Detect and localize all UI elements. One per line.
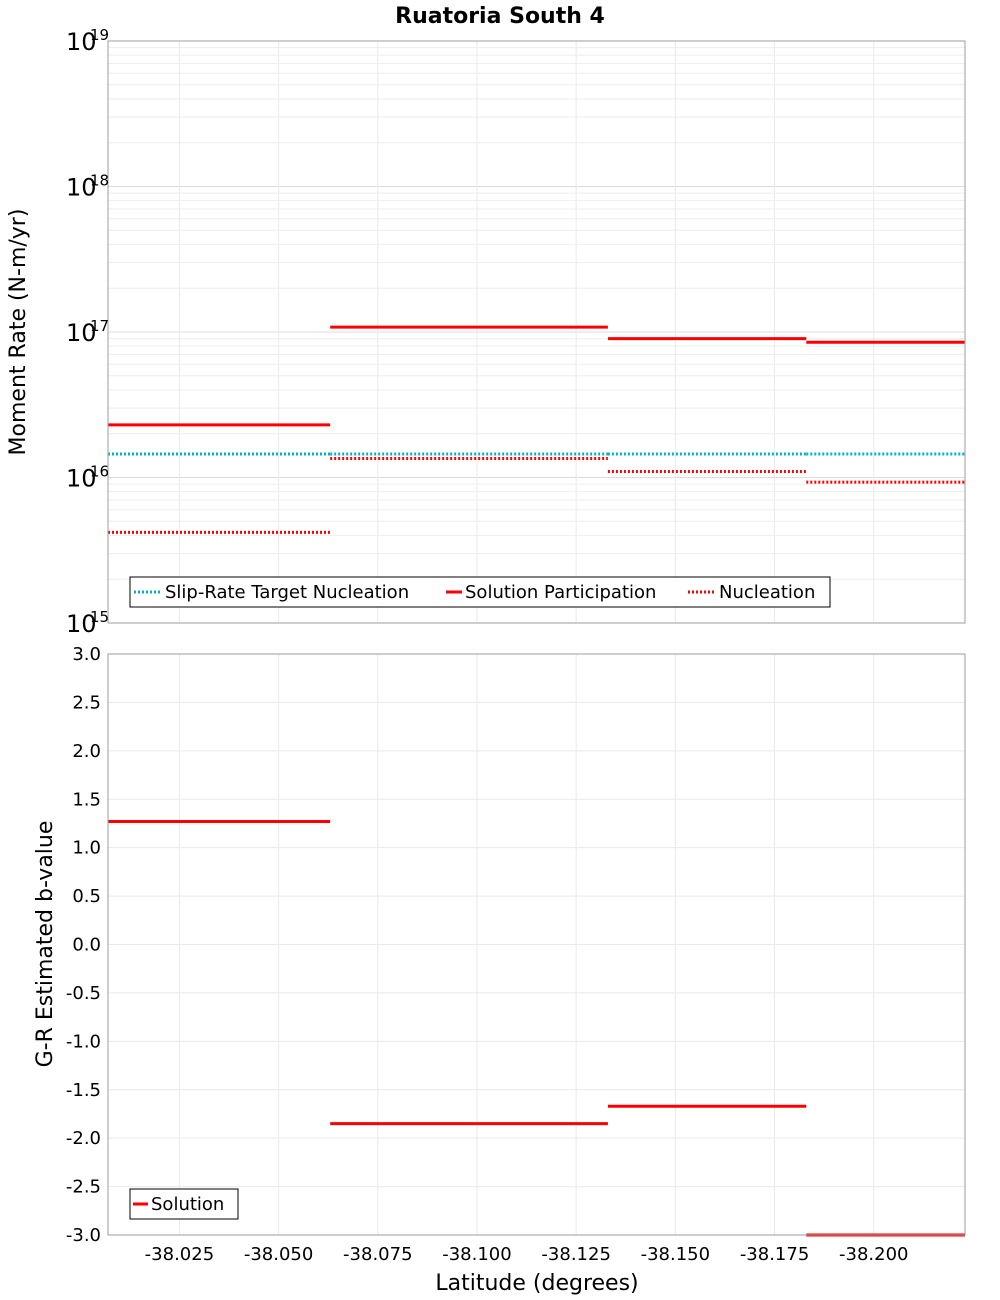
b-value-plot-border	[107, 653, 966, 1236]
y-tick-exponent: 18	[90, 172, 109, 190]
x-tick-label: -38.050	[244, 1244, 313, 1265]
b-value-panel: 3.0 2.5 2.0 1.5 1.0 0.5 0.0 -0.5 -1.0 -1.5 -2.0 -2.…	[33, 644, 966, 1246]
b-value-y-ticks: 3.0 2.5 2.0 1.5 1.0 0.5 0.0 -0.5 -1.0 -1.5 -2.0 -2.…	[66, 644, 101, 1246]
x-tick-label: -38.125	[541, 1244, 610, 1265]
y-tick-label: 2.5	[72, 692, 101, 713]
legend-label-nucleation: Nucleation	[719, 582, 815, 603]
moment-rate-legend: Slip-Rate Target Nucleation Solution Par…	[129, 576, 831, 608]
y-tick-label: 10	[66, 174, 97, 202]
y-tick-label: 10	[66, 465, 97, 493]
y-tick-label: 0.5	[72, 886, 101, 907]
legend-label-solution: Solution	[151, 1194, 224, 1215]
y-tick-label: -0.5	[66, 983, 101, 1004]
y-tick-label: 10	[66, 28, 97, 56]
legend-label-slip-rate-target: Slip-Rate Target Nucleation	[165, 582, 409, 603]
y-tick-label: 10	[66, 610, 97, 638]
y-tick-label: 1.5	[72, 789, 101, 810]
y-tick-label: -1.5	[66, 1080, 101, 1101]
y-tick-exponent: 15	[90, 608, 109, 626]
b-value-y-axis-label: G-R Estimated b-value	[33, 821, 58, 1068]
y-tick-label: -2.5	[66, 1177, 101, 1198]
y-tick-label: -1.0	[66, 1031, 101, 1052]
b-value-legend: Solution	[129, 1188, 239, 1220]
y-tick-label: -2.0	[66, 1128, 101, 1149]
y-tick-label: 2.0	[72, 741, 101, 762]
legend-label-solution-participation: Solution Participation	[465, 582, 656, 603]
b-value-grid	[108, 653, 965, 1236]
y-tick-label: 1.0	[72, 838, 101, 859]
y-tick-label: -3.0	[66, 1225, 101, 1246]
x-axis-label: Latitude (degrees)	[435, 1271, 638, 1296]
x-tick-label: -38.100	[442, 1244, 511, 1265]
y-tick-exponent: 17	[90, 317, 109, 335]
y-tick-label: 10	[66, 319, 97, 347]
moment-rate-y-axis-label: Moment Rate (N-m/yr)	[6, 209, 31, 456]
y-tick-label: 3.0	[72, 644, 101, 665]
moment-rate-grid	[108, 40, 965, 624]
x-tick-label: -38.075	[343, 1244, 412, 1265]
y-tick-exponent: 16	[90, 463, 109, 481]
x-tick-label: -38.175	[740, 1244, 809, 1265]
x-tick-label: -38.200	[839, 1244, 908, 1265]
y-tick-exponent: 19	[90, 26, 109, 44]
y-tick-label: 0.0	[72, 935, 101, 956]
x-tick-label: -38.025	[145, 1244, 214, 1265]
chart-title: Ruatoria South 4	[395, 4, 605, 29]
moment-rate-plot-border	[107, 40, 966, 624]
x-axis-ticks: -38.025 -38.050 -38.075 -38.100 -38.125 -38.1…	[145, 1244, 909, 1265]
x-tick-label: -38.150	[641, 1244, 710, 1265]
moment-rate-series	[108, 325, 965, 534]
